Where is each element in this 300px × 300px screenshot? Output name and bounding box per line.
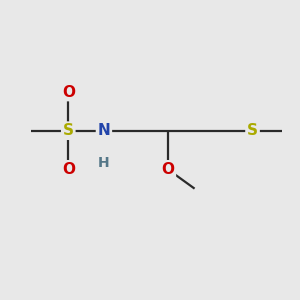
Text: O: O — [62, 162, 75, 177]
Text: O: O — [62, 85, 75, 100]
Text: N: N — [98, 123, 110, 138]
Text: O: O — [161, 162, 174, 177]
Text: S: S — [247, 123, 258, 138]
Text: S: S — [63, 123, 74, 138]
Text: H: H — [98, 156, 110, 170]
